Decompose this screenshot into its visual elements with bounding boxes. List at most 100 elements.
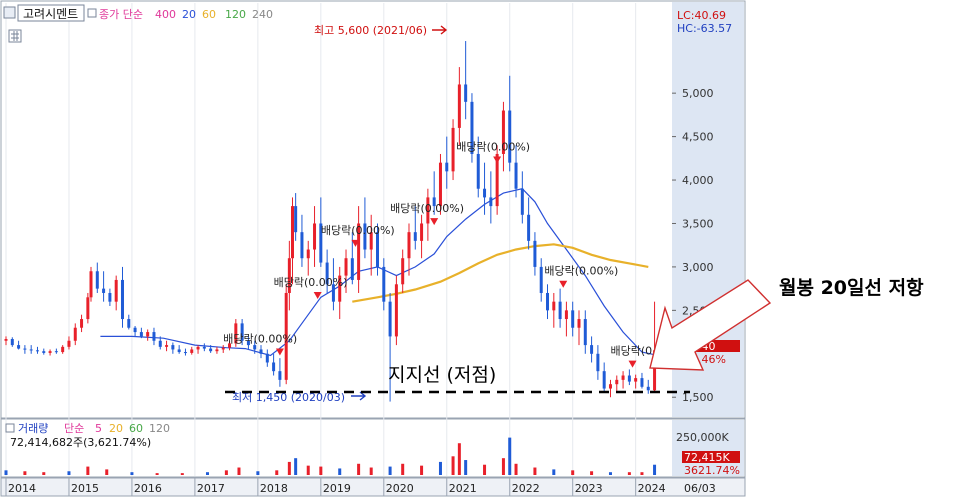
volume-label: 거래량	[18, 422, 48, 435]
candle-body	[102, 288, 106, 293]
candle-body	[357, 223, 361, 280]
volume-bar	[438, 461, 442, 475]
candle-body	[539, 266, 543, 293]
candle-body	[420, 223, 424, 241]
candle-body	[95, 271, 99, 289]
candle-body	[382, 266, 386, 302]
volume-panel	[0, 418, 746, 478]
x-axis-label: 2020	[386, 482, 414, 495]
price-tick-label: 5,000	[682, 87, 714, 100]
candle-body	[139, 332, 143, 337]
stock-name-box[interactable]	[17, 4, 85, 22]
stock-name: 고려시멘트	[23, 7, 78, 21]
candle-body	[564, 310, 568, 320]
volume-bar	[501, 458, 505, 475]
candle-body	[265, 353, 269, 363]
candle-body	[338, 275, 342, 302]
x-axis-label: 2021	[449, 482, 477, 495]
candle-body	[240, 323, 244, 341]
vol-ma-60: 60	[129, 422, 143, 435]
volume-bar	[275, 470, 279, 475]
dividend-arrow-icon	[493, 156, 502, 164]
candle-body	[253, 345, 257, 350]
volume-bar	[388, 466, 392, 475]
vol-ma-120: 120	[149, 422, 170, 435]
candle-body	[627, 375, 631, 382]
candle-body	[646, 386, 650, 391]
ma-period-60: 60	[202, 8, 216, 21]
candle-body	[457, 84, 461, 128]
candle-body	[165, 345, 169, 347]
volume-bar	[4, 470, 8, 475]
ma-label: 종가 단순	[99, 8, 143, 21]
candle-body	[246, 340, 250, 346]
candle-body	[120, 279, 124, 320]
price-tick-label: 3,000	[682, 261, 714, 274]
volume-bar	[23, 471, 27, 475]
volume-bar	[514, 463, 518, 475]
volume-bar	[256, 471, 260, 475]
dividend-arrow-icon	[351, 239, 360, 247]
x-axis-label: 2014	[8, 482, 36, 495]
dividend-label: 배당락(0.00%)	[223, 332, 297, 345]
candle-body	[29, 349, 33, 351]
candle-body	[514, 162, 518, 189]
candle-body	[483, 188, 487, 198]
candle-body	[501, 110, 505, 154]
candle-body	[196, 346, 200, 350]
candle-body	[183, 352, 187, 354]
volume-ma-label: 단순	[64, 422, 84, 435]
resistance-label: 월봉 20일선 저항	[779, 277, 924, 299]
volume-bar	[464, 460, 468, 475]
volume-bar	[451, 456, 455, 475]
ma60-line	[352, 243, 649, 303]
candle-body	[350, 258, 354, 280]
high-annotation: 최고 5,600 (2021/06)	[314, 24, 427, 37]
volume-bar	[357, 463, 361, 475]
time-axis-panel	[0, 477, 746, 497]
candle-body	[558, 301, 562, 320]
candle-body	[177, 349, 181, 353]
x-axis-label: 2015	[71, 482, 99, 495]
volume-bar	[571, 470, 575, 475]
ma-toggle-icon[interactable]	[87, 8, 97, 18]
volume-bar	[508, 437, 512, 475]
candle-body	[287, 258, 291, 293]
volume-bar	[338, 468, 342, 475]
settings-icon[interactable]	[3, 6, 16, 19]
candle-body	[438, 162, 442, 207]
candle-body	[319, 223, 323, 263]
volume-bar	[608, 472, 612, 475]
candle-body	[171, 345, 175, 350]
candle-body	[73, 327, 77, 341]
support-label: 지지선 (저점)	[388, 364, 496, 386]
candle-body	[363, 223, 367, 250]
candle-body	[546, 292, 550, 311]
volume-bar	[627, 472, 631, 475]
candle-body	[640, 378, 644, 387]
candle-body	[17, 345, 21, 349]
candle-body	[369, 232, 373, 250]
volume-bar	[287, 461, 291, 475]
volume-toggle-icon[interactable]	[5, 423, 15, 433]
candle-body	[42, 351, 46, 353]
candle-body	[209, 348, 213, 352]
candle-body	[508, 110, 512, 163]
volume-bar	[205, 472, 209, 475]
dividend-arrow-icon	[628, 360, 637, 368]
candle-body	[331, 284, 335, 302]
candle-body	[388, 301, 392, 337]
candle-body	[313, 223, 317, 250]
candle-body	[527, 214, 531, 241]
dividend-label: 배당락(0.00%)	[456, 140, 530, 153]
candle-body	[114, 279, 118, 302]
dividend-arrow-icon	[313, 292, 322, 300]
volume-bar	[224, 470, 228, 475]
lc-value: LC:40.69	[677, 9, 726, 22]
high-arrow-icon	[432, 25, 448, 35]
candle-body	[48, 351, 52, 353]
grid-icon[interactable]	[8, 29, 22, 43]
candle-body	[4, 339, 8, 341]
candle-body	[653, 350, 657, 391]
